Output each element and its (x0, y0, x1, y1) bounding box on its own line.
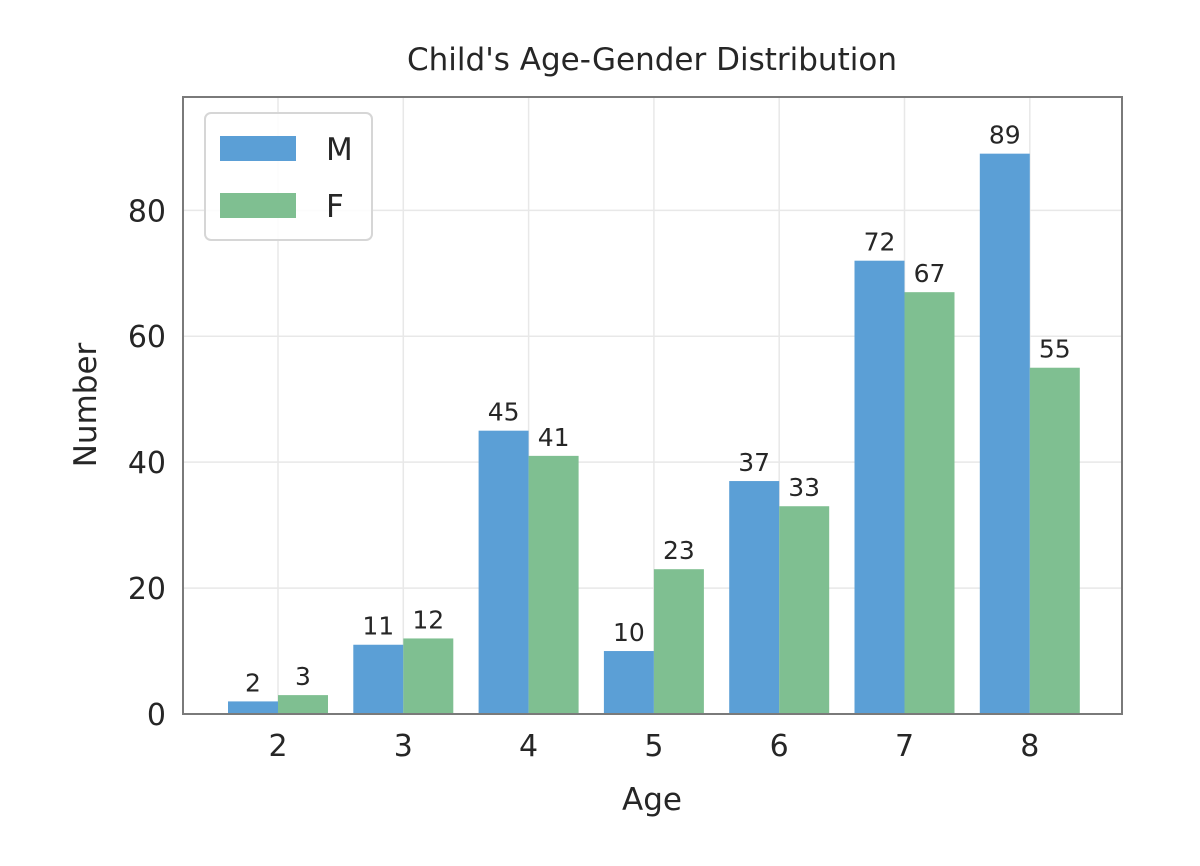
data-label-m-age-8: 89 (989, 121, 1021, 150)
bar-f-age-2 (278, 695, 328, 714)
x-tick-label-7: 7 (895, 729, 914, 764)
legend-label-f: F (326, 189, 344, 225)
bar-f-age-5 (653, 569, 704, 714)
x-tick-label-5: 5 (644, 729, 663, 764)
x-tick-labels: 2 3 4 5 6 7 8 (268, 729, 1039, 764)
x-tick-label-2: 2 (268, 729, 287, 764)
x-axis-label: Age (622, 782, 682, 818)
data-labels: 2 11 45 10 37 72 89 3 12 41 23 33 67 55 (245, 121, 1071, 698)
bar-m-age-6 (729, 481, 780, 714)
bar-f-age-6 (779, 506, 830, 714)
y-tick-label-60: 60 (128, 320, 166, 355)
y-tick-label-80: 80 (128, 194, 166, 229)
y-axis-label: Number (68, 342, 104, 467)
data-label-m-age-2: 2 (245, 668, 261, 697)
plot-frame (182, 96, 1123, 715)
bar-m-age-5 (603, 651, 654, 714)
legend-swatch-f (220, 193, 296, 218)
bar-f-age-4 (528, 455, 579, 714)
bar-m-age-8 (979, 153, 1030, 714)
chart-title: Child's Age-Gender Distribution (407, 42, 897, 78)
data-label-f-age-5: 23 (663, 536, 695, 565)
legend-label-m: M (326, 132, 353, 168)
data-label-f-age-8: 55 (1039, 335, 1071, 364)
y-tick-label-0: 0 (147, 698, 166, 733)
data-label-m-age-6: 37 (738, 448, 770, 477)
legend: M F (204, 112, 373, 241)
bar-f-age-7 (904, 292, 955, 714)
data-label-m-age-5: 10 (613, 618, 645, 647)
data-label-m-age-3: 11 (362, 612, 394, 641)
y-tick-label-20: 20 (128, 572, 166, 607)
bar-m-age-7 (854, 260, 905, 714)
data-label-f-age-4: 41 (538, 423, 570, 452)
y-tick-label-40: 40 (128, 446, 166, 481)
data-label-m-age-4: 45 (488, 398, 520, 427)
bar-m-age-3 (353, 644, 404, 714)
data-label-f-age-6: 33 (788, 473, 820, 502)
data-label-f-age-3: 12 (412, 605, 444, 634)
data-label-f-age-7: 67 (914, 259, 946, 288)
x-tick-label-3: 3 (394, 729, 413, 764)
x-tick-label-4: 4 (519, 729, 538, 764)
bar-m-age-2 (228, 701, 278, 714)
data-label-f-age-2: 3 (295, 662, 311, 691)
bar-f-age-3 (403, 638, 454, 714)
bars (228, 153, 1080, 714)
bar-m-age-4 (478, 430, 529, 714)
x-tick-label-6: 6 (770, 729, 789, 764)
bar-f-age-8 (1029, 367, 1080, 714)
y-tick-labels: 0 20 40 60 80 (128, 194, 166, 733)
data-label-m-age-7: 72 (864, 228, 896, 257)
legend-swatch-m (220, 136, 296, 161)
x-tick-label-8: 8 (1020, 729, 1039, 764)
